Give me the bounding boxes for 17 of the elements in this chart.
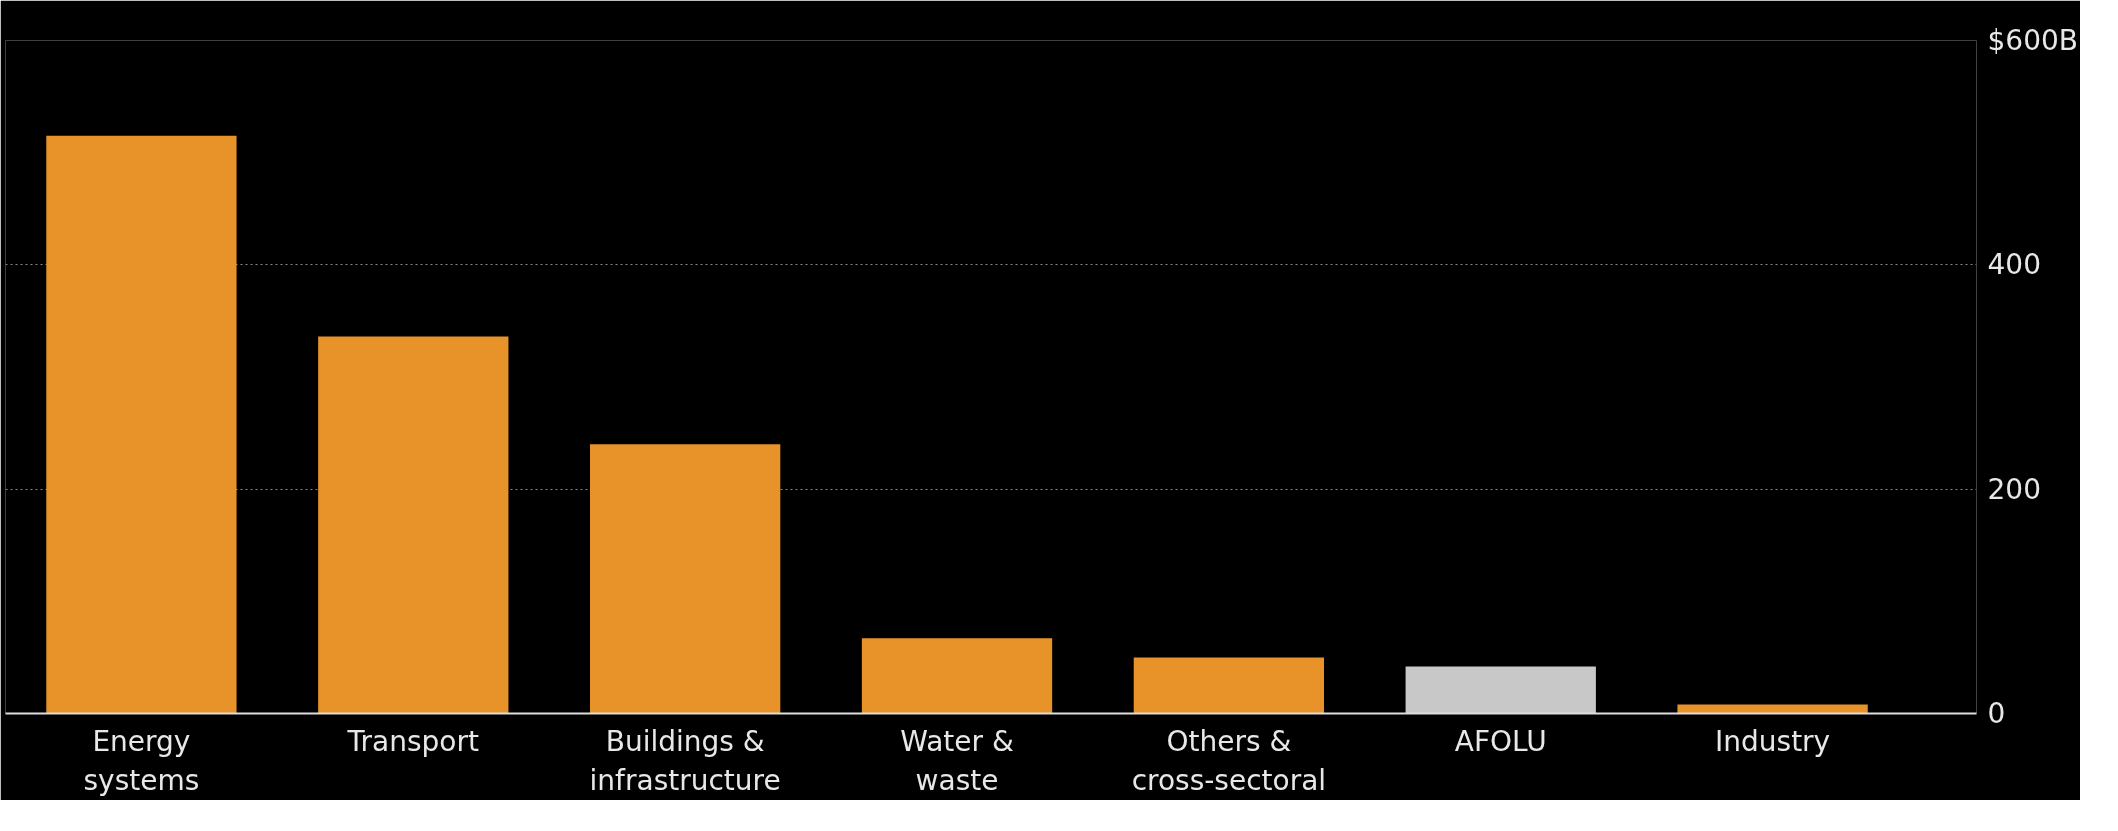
y-tick-label: 0 (1987, 697, 2006, 730)
y-tick-label: 200 (1987, 472, 2041, 506)
x-tick-label: Water & waste (900, 724, 1014, 798)
bar (318, 336, 509, 714)
x-tick-label: Transport (346, 724, 480, 758)
bar (590, 444, 781, 714)
bar (46, 135, 237, 714)
x-tick-label: Others & cross-sectoral (1131, 724, 1327, 798)
y-tick-label: $600B (1987, 24, 2078, 57)
y-tick-label: 400 (1987, 248, 2041, 282)
bar (1133, 657, 1325, 714)
x-tick-label: Buildings & infrastructure (589, 724, 781, 798)
bar (1405, 666, 1596, 714)
x-tick-label: AFOLU (1454, 724, 1547, 758)
x-tick-label: Industry (1715, 724, 1831, 758)
x-tick-label: Energy systems (83, 724, 200, 798)
bar (861, 638, 1053, 714)
